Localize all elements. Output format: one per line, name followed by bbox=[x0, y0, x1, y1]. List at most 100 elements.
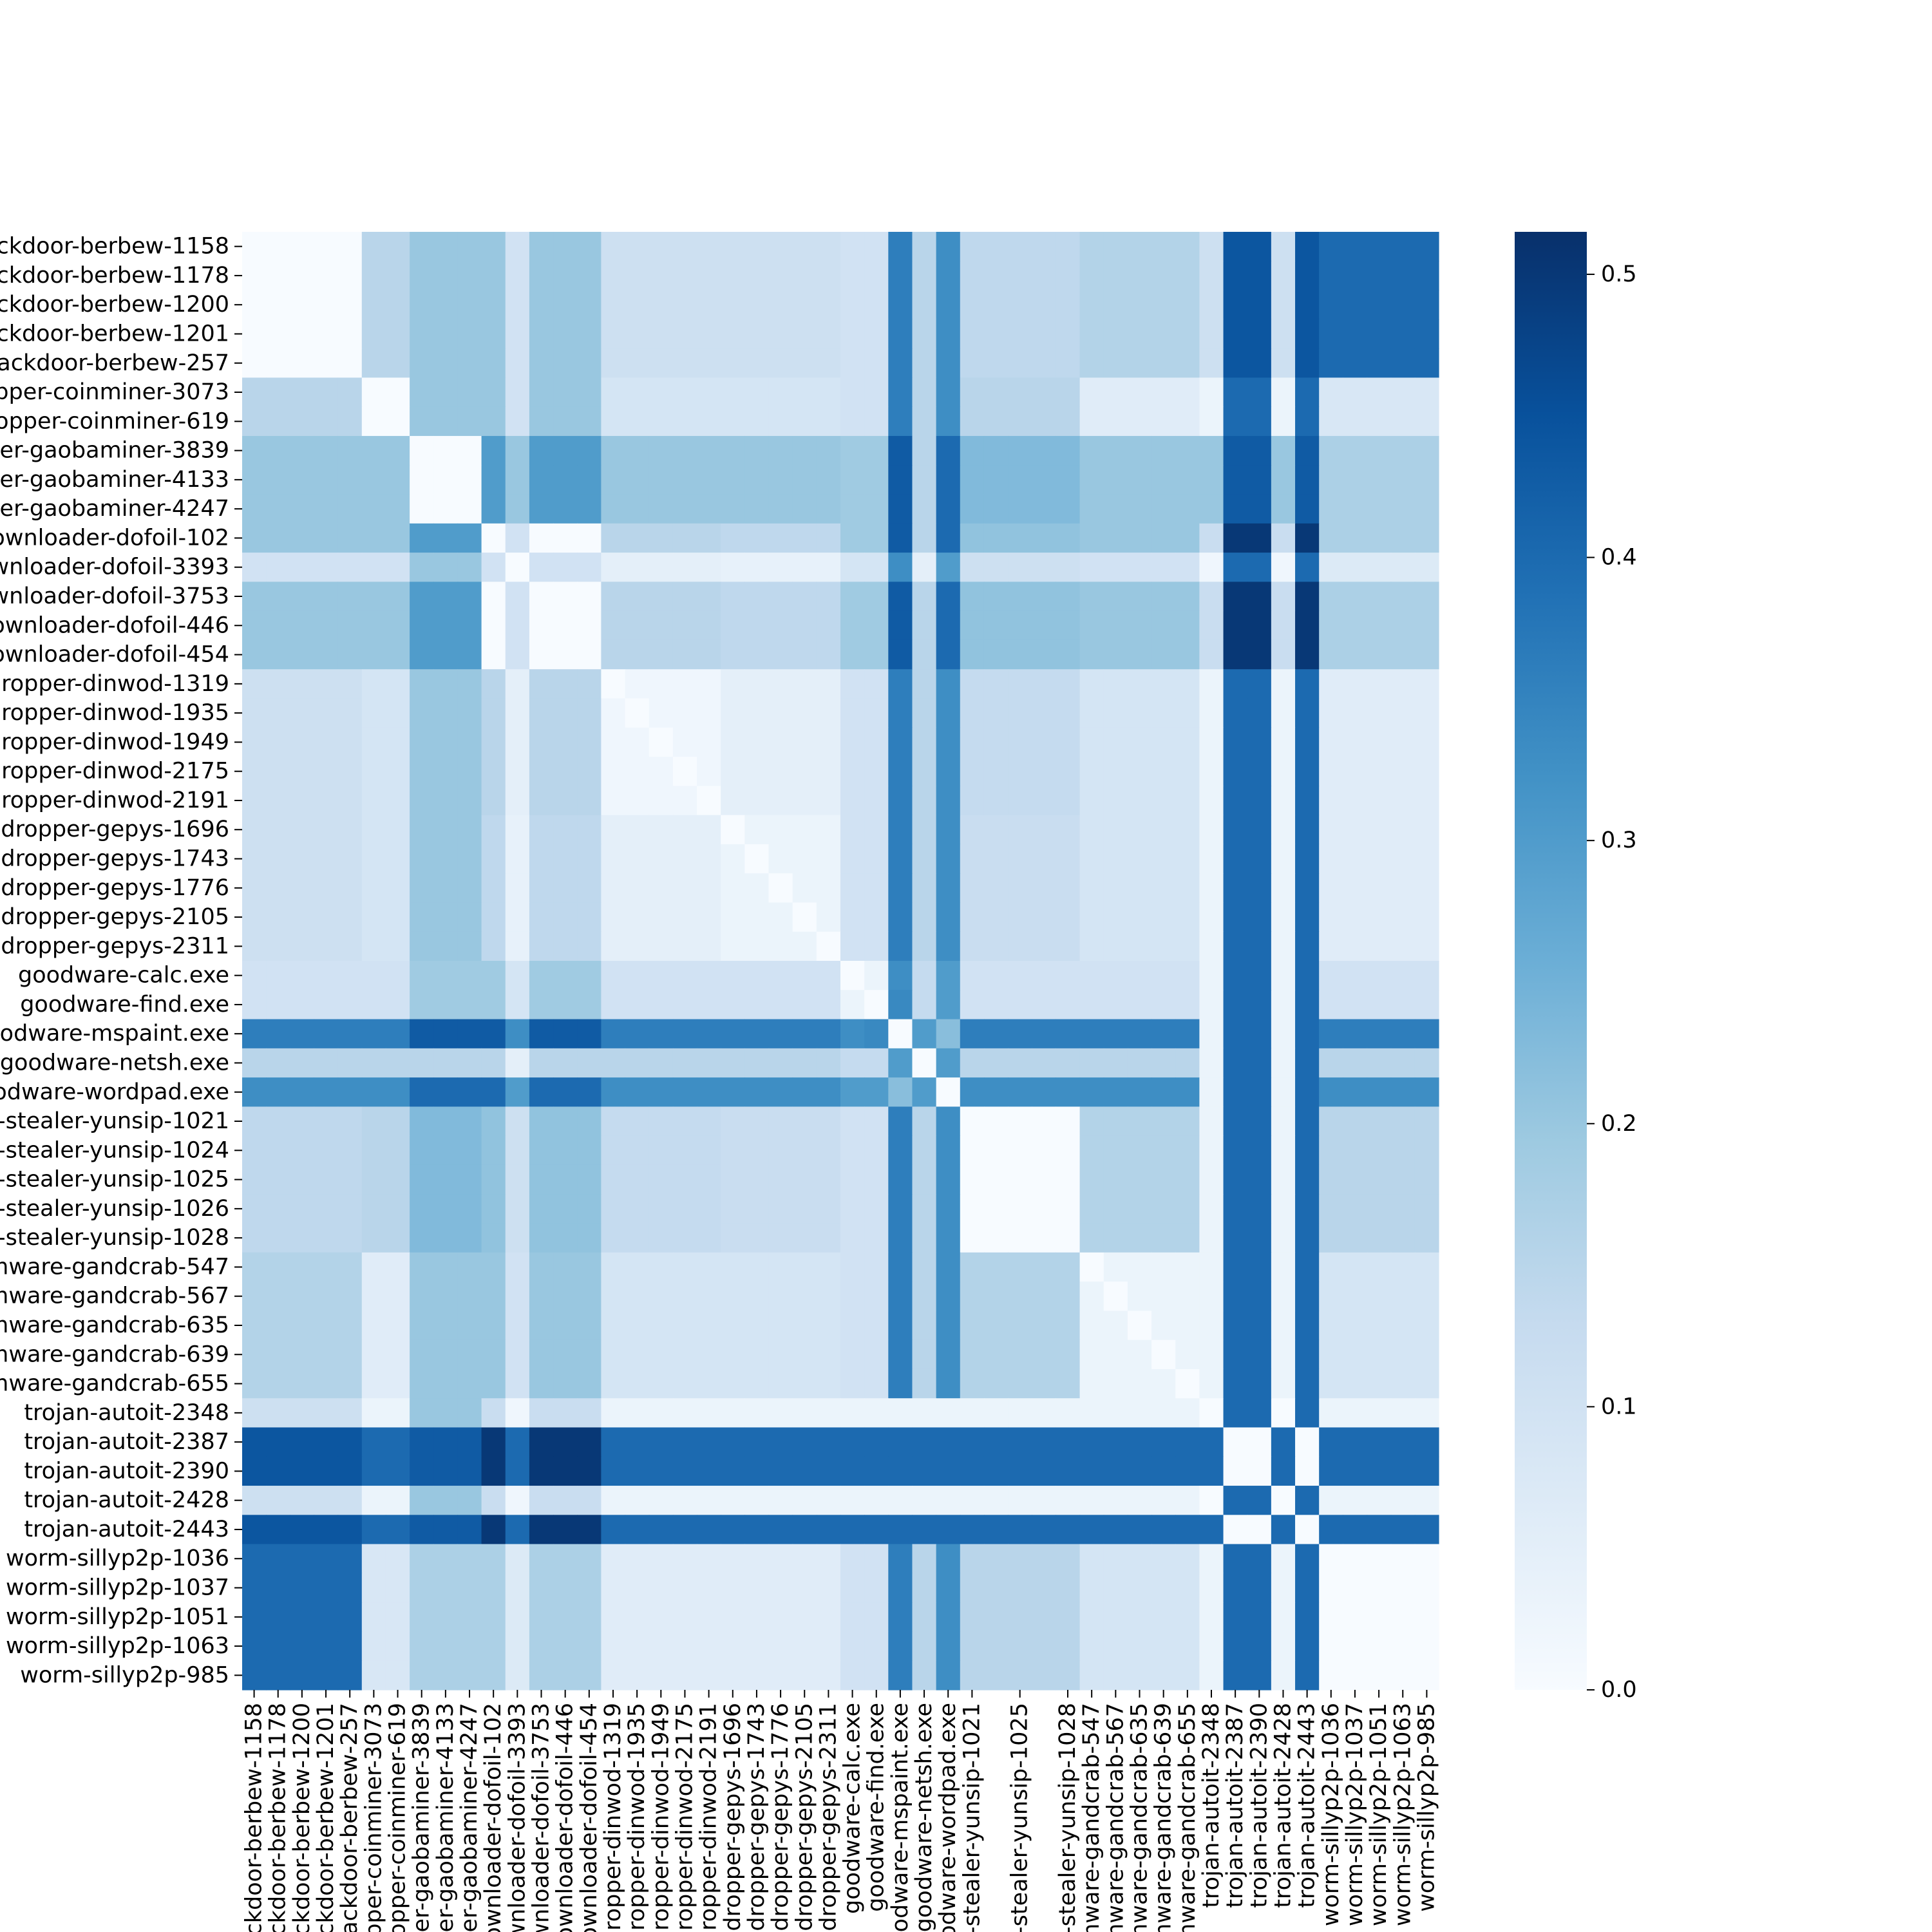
heatmap-cell bbox=[1390, 931, 1416, 961]
heatmap-cell bbox=[433, 494, 459, 524]
heatmap-cell bbox=[1151, 844, 1176, 874]
x-tick-label: dropper-gepys-1776 bbox=[768, 1703, 793, 1931]
heatmap-cell bbox=[1103, 1135, 1128, 1166]
heatmap-cell bbox=[649, 844, 674, 874]
heatmap-cell bbox=[721, 553, 745, 582]
heatmap-cell bbox=[481, 1019, 506, 1049]
heatmap-cell bbox=[1103, 639, 1128, 670]
heatmap-cell bbox=[840, 1077, 865, 1107]
heatmap-cell bbox=[410, 1135, 434, 1166]
heatmap-cell bbox=[1414, 1368, 1439, 1399]
heatmap-cell bbox=[481, 1223, 506, 1253]
heatmap-cell bbox=[792, 844, 817, 874]
heatmap-cell bbox=[1367, 961, 1392, 990]
heatmap-cell bbox=[1271, 873, 1296, 904]
heatmap-cell bbox=[1271, 1311, 1296, 1341]
heatmap-cell bbox=[1127, 1456, 1152, 1486]
heatmap-cell bbox=[242, 873, 267, 904]
heatmap-cell bbox=[361, 1660, 386, 1690]
heatmap-cell bbox=[1175, 1282, 1200, 1311]
heatmap-cell bbox=[266, 1340, 290, 1370]
heatmap-cell bbox=[1079, 727, 1104, 757]
heatmap-cell bbox=[242, 1106, 267, 1137]
heatmap-cell bbox=[1223, 261, 1248, 291]
colorbar-ticks: 0.00.10.20.30.40.5 bbox=[1587, 261, 1637, 1703]
heatmap-cell bbox=[1151, 1398, 1176, 1428]
heatmap-cell bbox=[1127, 815, 1152, 845]
heatmap-cell bbox=[1390, 815, 1416, 845]
heatmap-cell bbox=[697, 844, 721, 874]
heatmap-cell bbox=[721, 1164, 745, 1195]
heatmap-cell bbox=[242, 406, 267, 437]
heatmap-cell bbox=[266, 1368, 290, 1399]
heatmap-cell bbox=[337, 1194, 363, 1224]
heatmap-cell bbox=[960, 815, 985, 845]
heatmap-cell bbox=[1390, 261, 1416, 291]
heatmap-cell bbox=[625, 873, 650, 904]
heatmap-cell bbox=[242, 1398, 267, 1428]
heatmap-cell bbox=[697, 1048, 721, 1078]
heatmap-cell bbox=[1175, 1660, 1200, 1690]
heatmap-cell bbox=[1199, 990, 1224, 1020]
heatmap-cell bbox=[864, 1048, 889, 1078]
heatmap-cell bbox=[1127, 1077, 1152, 1107]
heatmap-cell bbox=[721, 1282, 745, 1311]
heatmap-cell bbox=[1390, 1282, 1416, 1311]
heatmap-cell bbox=[840, 582, 865, 612]
heatmap-cell bbox=[433, 1427, 459, 1457]
heatmap-cell bbox=[1319, 1515, 1343, 1545]
heatmap-cell bbox=[1175, 1398, 1200, 1428]
heatmap-cell bbox=[361, 435, 386, 466]
heatmap-cell bbox=[433, 990, 459, 1020]
heatmap-cell bbox=[697, 1573, 721, 1603]
heatmap-cell bbox=[457, 1252, 482, 1282]
heatmap-cell bbox=[1008, 961, 1032, 990]
heatmap-cell bbox=[816, 523, 841, 553]
heatmap-cell bbox=[816, 1660, 841, 1690]
heatmap-cell bbox=[936, 290, 961, 320]
heatmap-cell bbox=[649, 406, 674, 437]
heatmap-cell bbox=[601, 1164, 626, 1195]
heatmap-cell bbox=[385, 1486, 410, 1515]
heatmap-cell bbox=[840, 232, 865, 261]
heatmap-cell bbox=[721, 1135, 745, 1166]
y-tick-label: dropper-dinwod-2191 bbox=[0, 788, 229, 813]
heatmap-cell bbox=[1319, 1398, 1343, 1428]
heatmap-cell bbox=[1414, 757, 1439, 786]
heatmap-cell bbox=[697, 1368, 721, 1399]
heatmap-cell bbox=[625, 1660, 650, 1690]
heatmap-cell bbox=[697, 1515, 721, 1545]
heatmap-cell bbox=[1343, 931, 1368, 961]
heatmap-cell bbox=[1319, 757, 1343, 786]
heatmap-cell bbox=[960, 465, 985, 495]
heatmap-cell bbox=[337, 1573, 363, 1603]
heatmap-cell bbox=[433, 1398, 459, 1428]
heatmap-cell bbox=[505, 523, 530, 553]
heatmap-cell bbox=[744, 319, 770, 349]
heatmap-cell bbox=[1151, 1135, 1176, 1166]
heatmap-cell bbox=[337, 1660, 363, 1690]
heatmap-cell bbox=[601, 669, 626, 699]
heatmap-cell bbox=[912, 523, 937, 553]
heatmap-cell bbox=[983, 348, 1009, 378]
heatmap-cell bbox=[1079, 990, 1104, 1020]
heatmap-cell bbox=[1127, 523, 1152, 553]
colorbar-tick-label: 0.3 bbox=[1601, 828, 1637, 853]
heatmap-cell bbox=[1343, 1106, 1368, 1137]
heatmap-cell bbox=[721, 1486, 745, 1515]
heatmap-cell bbox=[1390, 1573, 1416, 1603]
heatmap-cell bbox=[385, 1398, 410, 1428]
heatmap-cell bbox=[1414, 902, 1439, 933]
heatmap-cell bbox=[553, 1544, 578, 1574]
heatmap-cell bbox=[1175, 1544, 1200, 1574]
heatmap-cell bbox=[361, 1573, 386, 1603]
heatmap-cell bbox=[721, 348, 745, 378]
heatmap-cell bbox=[1032, 1427, 1057, 1457]
heatmap-cell bbox=[936, 1311, 961, 1341]
heatmap-cell bbox=[433, 232, 459, 261]
heatmap-cell bbox=[1367, 261, 1392, 291]
heatmap-cell bbox=[1008, 1282, 1032, 1311]
heatmap-cell bbox=[1414, 873, 1439, 904]
heatmap-cell bbox=[960, 1544, 985, 1574]
heatmap-cell bbox=[242, 1019, 267, 1049]
